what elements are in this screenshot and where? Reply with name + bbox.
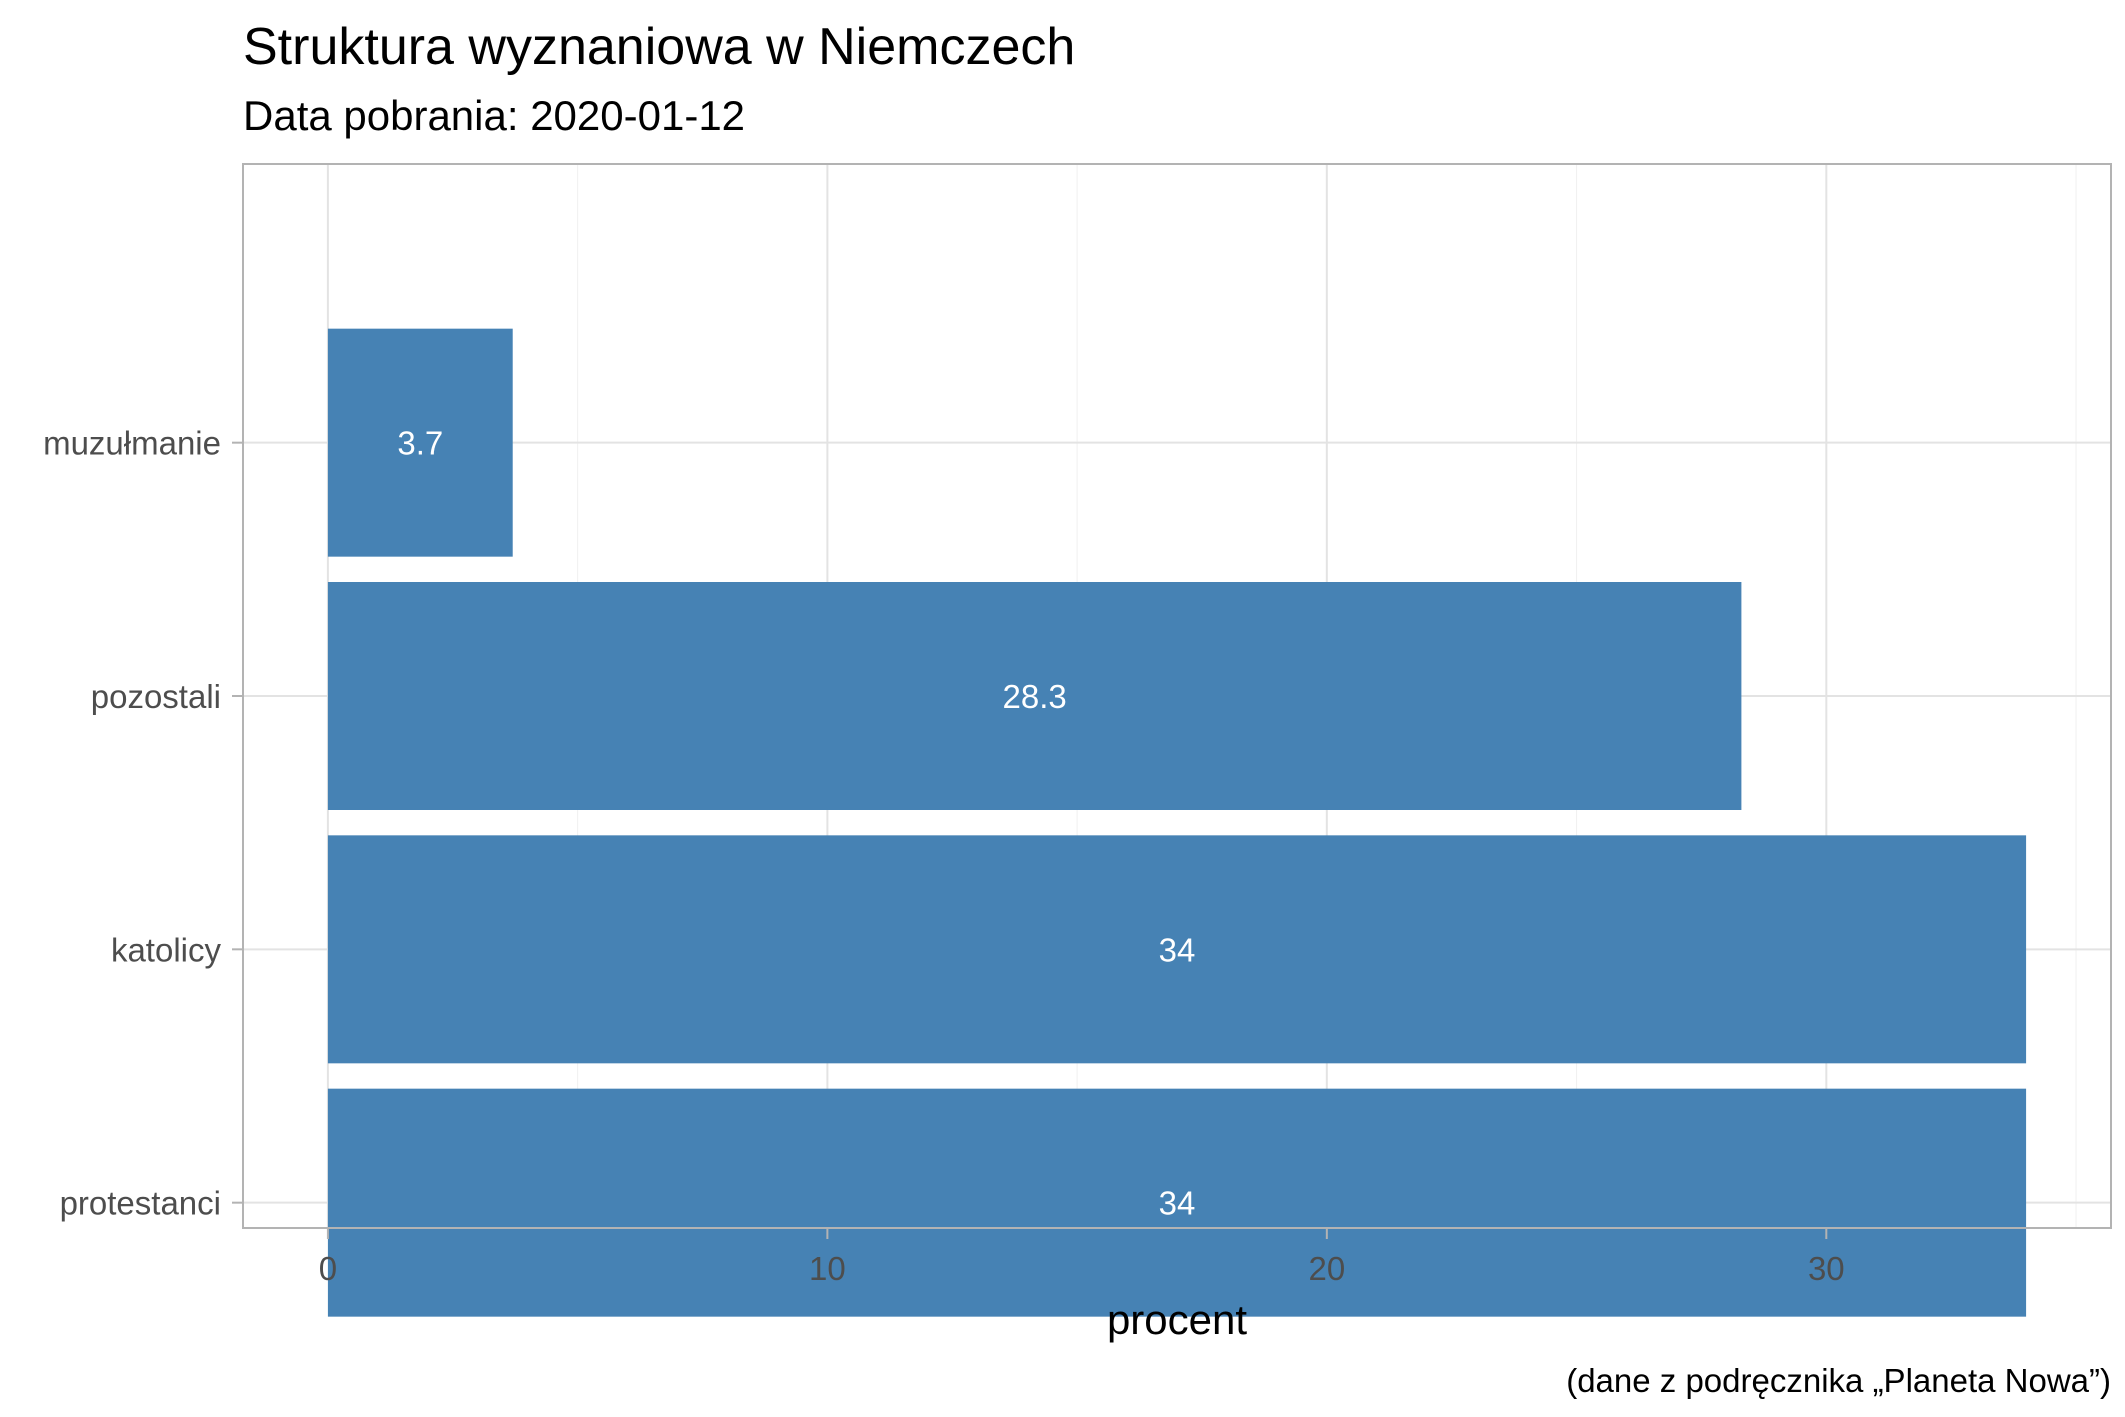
data-labels: 34 34 28.3 3.7 (397, 425, 1195, 1222)
x-axis: 0 10 20 30 (319, 1228, 1845, 1287)
data-label: 3.7 (397, 425, 443, 462)
bar (327, 835, 2027, 1064)
bar (327, 1088, 2027, 1317)
data-label: 34 (1159, 931, 1196, 968)
x-tick-label: 10 (809, 1250, 846, 1287)
bar (327, 582, 1742, 810)
x-tick-label: 30 (1808, 1250, 1845, 1287)
x-axis-title: procent (1107, 1296, 1247, 1343)
bar (327, 328, 513, 557)
chart-title: Struktura wyznaniowa w Niemczech (243, 18, 1075, 76)
chart-subtitle: Data pobrania: 2020-01-12 (243, 92, 745, 139)
bars (327, 328, 2027, 1317)
chart-caption: (dane z podręcznika „Planeta Nowa”) (1566, 1362, 2111, 1399)
y-axis: protestanci katolicy pozostali muzułmanie (43, 425, 243, 1222)
x-tick-label: 0 (319, 1250, 337, 1287)
data-label: 34 (1159, 1185, 1196, 1222)
y-tick-label: muzułmanie (43, 425, 221, 462)
data-label: 28.3 (1003, 678, 1067, 715)
y-tick-label: katolicy (111, 931, 222, 968)
y-tick-label: pozostali (91, 678, 221, 715)
y-tick-label: protestanci (60, 1185, 221, 1222)
x-tick-label: 20 (1308, 1250, 1345, 1287)
